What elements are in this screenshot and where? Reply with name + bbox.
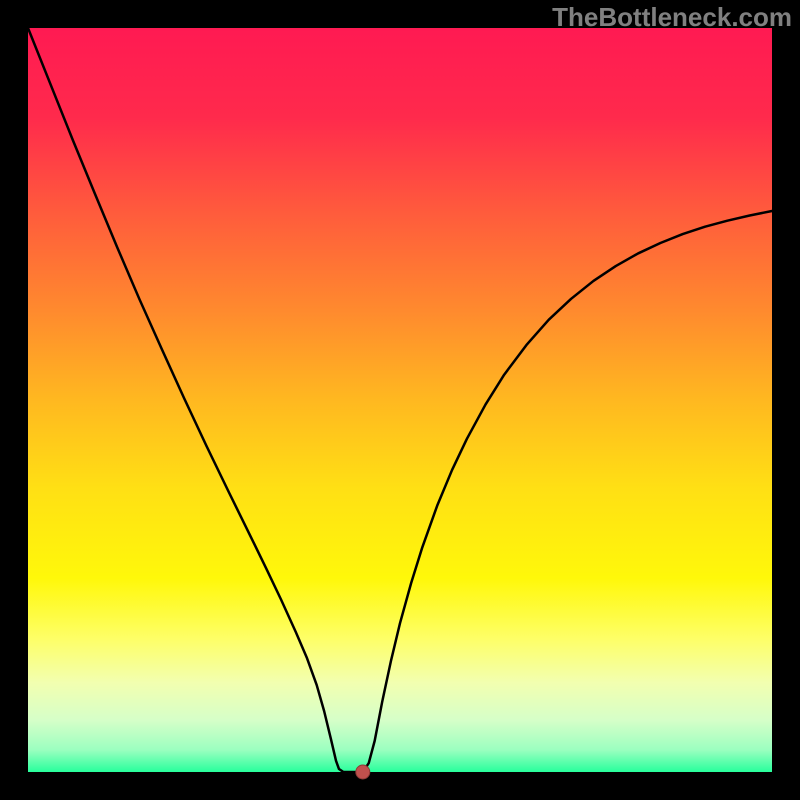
plot-area (28, 28, 772, 772)
chart-container: TheBottleneck.com (0, 0, 800, 800)
watermark-text: TheBottleneck.com (552, 2, 792, 33)
bottleneck-chart (0, 0, 800, 800)
optimum-marker (356, 765, 370, 779)
